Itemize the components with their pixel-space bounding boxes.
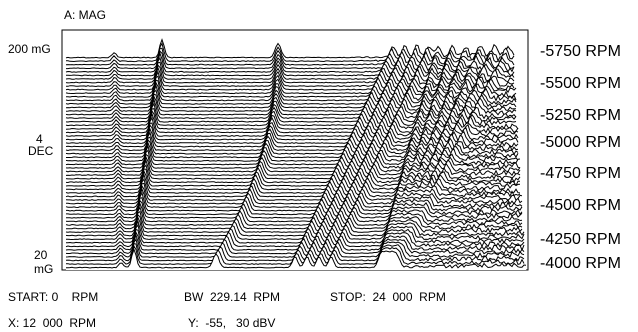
spectrum-trace <box>65 38 515 59</box>
start-label: START: 0 RPM <box>8 290 99 304</box>
spectrum-trace <box>65 89 517 109</box>
trace-mask <box>66 51 514 71</box>
spectrum-trace <box>65 202 523 223</box>
spectrum-trace <box>65 187 523 209</box>
marker-x-readout: X: 12 000 RPM <box>8 316 97 330</box>
spectrum-trace <box>65 93 516 112</box>
trace-mask <box>66 249 526 270</box>
stop-label: STOP: 24 000 RPM <box>330 290 446 304</box>
spectrum-trace <box>65 164 521 184</box>
spectrum-trace <box>65 244 525 266</box>
spectrum-trace <box>66 56 515 77</box>
spectrum-trace <box>65 231 525 252</box>
spectrum-trace <box>65 75 517 95</box>
spectrum-trace <box>65 84 517 105</box>
spectrum-trace <box>65 61 515 80</box>
trace-mask <box>66 76 516 96</box>
trace-mask <box>66 117 518 139</box>
spectrum-trace <box>65 199 523 219</box>
spectrum-trace <box>66 219 525 241</box>
spectrum-trace <box>65 131 519 152</box>
spectrum-trace <box>65 182 523 201</box>
spectrum-trace <box>65 64 515 84</box>
spectrum-trace <box>65 233 525 255</box>
spectrum-trace <box>65 149 521 169</box>
trace-mask <box>66 129 518 149</box>
spectrum-trace <box>66 191 523 212</box>
chart-title: A: MAG <box>64 8 107 22</box>
spectrum-trace <box>65 51 515 73</box>
spectrum-trace <box>65 116 519 137</box>
spectrum-trace <box>65 124 519 144</box>
marker-y-readout: Y: -55, 30 dBV <box>188 316 276 330</box>
spectrum-trace <box>65 158 521 180</box>
spectrum-trace <box>66 197 523 216</box>
y-axis-top-label: 200 mG <box>8 42 51 56</box>
spectrum-trace <box>65 144 521 166</box>
spectrum-trace <box>65 216 525 237</box>
y-axis-bottom-label-number: 20 <box>34 248 48 262</box>
spectrum-trace <box>66 50 515 70</box>
spectrum-trace <box>65 153 521 173</box>
spectrum-trace <box>65 81 517 102</box>
spectrum-trace <box>65 102 517 123</box>
trace-mask <box>66 99 516 121</box>
spectrum-trace <box>65 79 517 98</box>
rpm-label: -4250 RPM <box>540 231 621 248</box>
spectrum-trace <box>65 109 519 130</box>
spectrum-trace <box>65 47 515 66</box>
spectrum-trace <box>65 108 517 127</box>
rpm-label: -4000 RPM <box>540 255 621 272</box>
spectrum-trace <box>65 214 523 234</box>
spectrum-trace <box>66 247 527 269</box>
rpm-label: -5750 RPM <box>540 43 621 60</box>
rpm-label: -5250 RPM <box>540 107 621 124</box>
y-axis-bottom-label-unit: mG <box>34 262 54 276</box>
spectrum-trace <box>65 141 519 162</box>
spectrum-trace <box>65 98 517 120</box>
rpm-label: -5000 RPM <box>540 134 621 151</box>
waterfall-traces <box>65 38 527 270</box>
trace-mask <box>66 53 514 75</box>
spectrum-trace <box>66 42 515 63</box>
spectrum-trace <box>65 66 515 88</box>
spectrum-trace <box>65 228 525 248</box>
rpm-label: -4500 RPM <box>540 197 621 214</box>
trace-mask <box>66 137 518 157</box>
spectrum-trace <box>65 136 519 156</box>
spectrum-trace <box>65 223 525 244</box>
y-axis-mid-label-unit: DEC <box>28 144 54 158</box>
rpm-label: -4750 RPM <box>540 165 621 182</box>
spectrum-trace <box>65 70 515 91</box>
spectrum-trace <box>65 127 519 148</box>
y-axis-mid-label-number: 4 <box>36 132 43 146</box>
spectrum-trace <box>65 206 523 226</box>
bandwidth-label: BW 229.14 RPM <box>184 290 281 304</box>
spectrum-trace <box>66 210 523 230</box>
spectrum-trace <box>65 112 519 134</box>
spectrum-trace <box>65 184 523 205</box>
rpm-label: -5500 RPM <box>540 75 621 92</box>
trace-mask <box>66 232 524 253</box>
